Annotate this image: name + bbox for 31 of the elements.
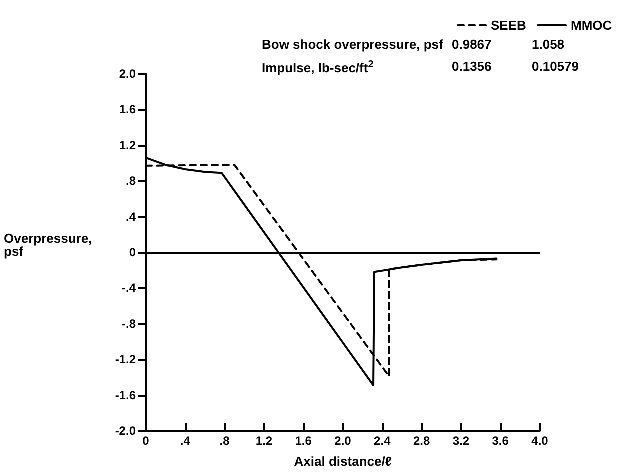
- y-tick-label: -.4: [122, 281, 136, 296]
- y-tick-label: -.8: [122, 316, 136, 331]
- x-axis-title: Axial distance/ℓ: [294, 454, 392, 469]
- text: 0.10579: [532, 59, 579, 74]
- x-tick-label: 2.4: [374, 434, 392, 448]
- x-tick-label: 0: [142, 434, 150, 448]
- y-tick-label: -2.0: [115, 424, 136, 438]
- x-tick-label: .8: [220, 434, 230, 448]
- x-tick-label: 3.6: [492, 434, 510, 448]
- y-tick-label: -1.6: [115, 388, 136, 402]
- y-tick-label: 0: [129, 246, 136, 260]
- x-tick-label: 1.2: [256, 434, 273, 448]
- x-tick-label: .4: [180, 434, 191, 448]
- text: 0.1356: [452, 59, 492, 74]
- x-tick-label: 4.0: [532, 434, 549, 448]
- text: 0.9867: [452, 37, 492, 52]
- y-tick-label: -1.2: [115, 352, 136, 367]
- x-tick-label: 1.6: [295, 434, 312, 448]
- text: 1.058: [532, 37, 565, 52]
- y-tick-label: .4: [126, 210, 136, 224]
- y-tick-label: 1.6: [119, 102, 136, 117]
- x-tick-label: 2.0: [334, 434, 352, 448]
- y-tick-label: .8: [126, 174, 136, 188]
- y-axis-title: Overpressure, psf: [4, 231, 92, 259]
- x-tick-label: 3.2: [452, 434, 470, 448]
- legend-label: MMOC: [571, 18, 613, 33]
- x-tick-label: 2.8: [413, 434, 430, 448]
- y-tick-label: 1.2: [119, 138, 136, 152]
- legend-label: SEEB: [491, 18, 526, 33]
- y-tick-label: 2.0: [119, 67, 136, 81]
- text: Bow shock overpressure, psf: [262, 37, 444, 52]
